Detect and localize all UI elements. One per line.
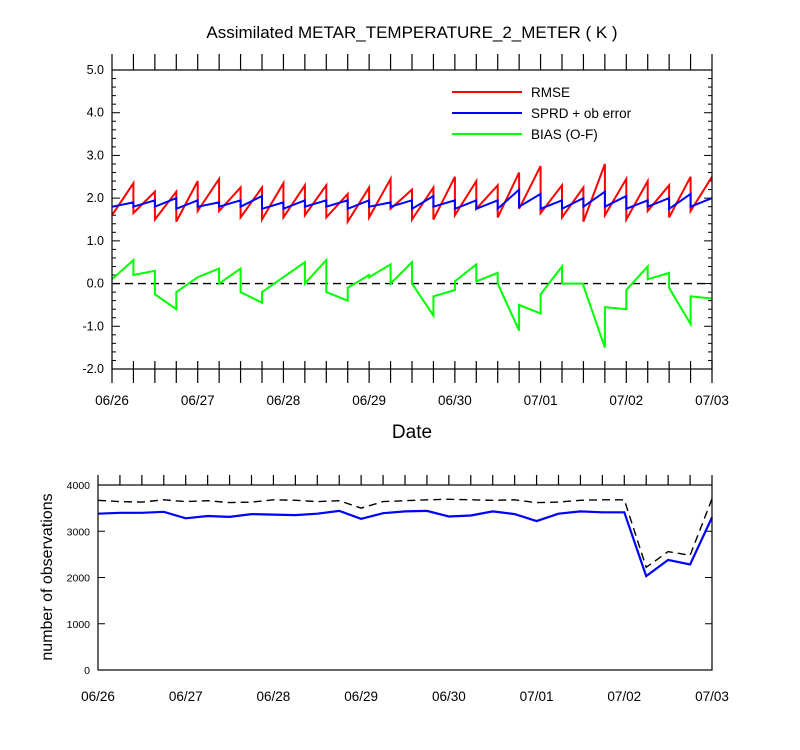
y-tick-label: 1000 <box>67 619 91 631</box>
x-tick-label: 06/27 <box>169 689 203 704</box>
plot-frame <box>111 69 713 370</box>
legend-label: SPRD + ob error <box>531 106 632 121</box>
top-panel: -2.0 -1.0 0.0 1.0 2.0 3.0 4.0 5.0 06/26 06/27 06/2… <box>82 54 729 408</box>
series-possible <box>97 498 713 569</box>
x-tick-label: 07/02 <box>607 689 641 704</box>
x-tick-label: 07/03 <box>695 689 729 704</box>
y-tick-label: 3000 <box>67 526 91 538</box>
x-tick-label: 06/26 <box>95 393 129 408</box>
series-assimilated <box>97 509 713 578</box>
x-tick-label: 06/30 <box>432 689 466 704</box>
chart-title: Assimilated METAR_TEMPERATURE_2_METER ( … <box>206 23 617 42</box>
y-axis-label: number of observations <box>39 493 56 660</box>
x-tick-label: 07/01 <box>520 689 554 704</box>
y-tick-label: -2.0 <box>82 362 104 376</box>
legend-label: BIAS (O-F) <box>531 127 598 142</box>
x-tick-label: 07/01 <box>524 393 558 408</box>
x-tick-label: 06/26 <box>81 689 115 704</box>
series-bias-o-f <box>111 257 713 348</box>
y-tick-label: 4000 <box>67 480 91 492</box>
x-tick-label: 06/27 <box>181 393 215 408</box>
x-tick-label: 06/29 <box>344 689 378 704</box>
x-axis-label: Date <box>392 422 432 443</box>
bottom-panel: 0 1000 2000 3000 4000 06/26 06/27 06/28 06/29 06/… <box>67 475 729 704</box>
y-tick-label: 0.0 <box>87 277 104 291</box>
series-sprd-ob-error <box>111 187 713 212</box>
y-tick-label: 3.0 <box>87 148 104 162</box>
series-rmse <box>111 163 713 226</box>
x-tick-label: 06/29 <box>352 393 386 408</box>
plot-frame <box>97 484 713 671</box>
x-tick-label: 06/28 <box>257 689 291 704</box>
y-tick-label: 2000 <box>67 573 91 585</box>
x-tick-label: 06/30 <box>438 393 472 408</box>
y-tick-label: -1.0 <box>82 319 104 333</box>
x-tick-label: 06/28 <box>267 393 301 408</box>
y-tick-label: 2.0 <box>87 191 104 205</box>
legend-label: RMSE <box>531 85 570 100</box>
y-tick-label: 1.0 <box>87 234 104 248</box>
x-tick-label: 07/03 <box>695 393 729 408</box>
y-tick-label: 4.0 <box>87 106 104 120</box>
x-tick-label: 07/02 <box>609 393 643 408</box>
y-tick-label: 0 <box>84 665 90 677</box>
y-tick-label: 5.0 <box>87 63 104 77</box>
